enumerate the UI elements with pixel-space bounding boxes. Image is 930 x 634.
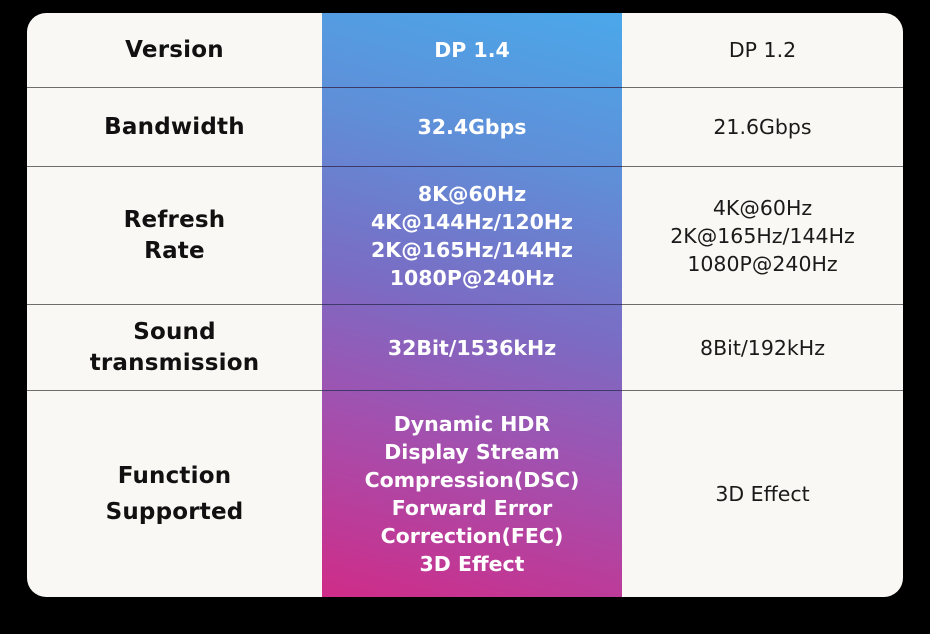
table-row-version: Version DP 1.4 DP 1.2 xyxy=(27,13,903,87)
dp12-value: 3D Effect xyxy=(715,482,810,506)
table-row-bandwidth: Bandwidth 32.4Gbps 21.6Gbps xyxy=(27,88,903,166)
dp12-value: DP 1.2 xyxy=(728,38,797,62)
dp14-value: 8K@60Hz 4K@144Hz/120Hz 2K@165Hz/144Hz 1080P… xyxy=(371,181,573,290)
dp14-highlight-column xyxy=(322,13,622,597)
comparison-table: Version DP 1.4 DP 1.2 Bandwidth 32.4Gbps… xyxy=(27,13,903,597)
table-row-function-supported: Function Supported Dynamic HDR Display Str… xyxy=(27,391,903,597)
row-divider xyxy=(27,166,903,167)
row-divider xyxy=(27,390,903,391)
table-row-sound-transmission: Sound transmission 32Bit/1536kHz 8Bit/192… xyxy=(27,305,903,390)
row-divider xyxy=(27,87,903,88)
dp14-value: Dynamic HDR Display Stream Compression(DSC… xyxy=(364,412,580,576)
dp12-value: 8Bit/192kHz xyxy=(700,335,825,360)
row-label: Version xyxy=(125,36,224,63)
row-label: Sound transmission xyxy=(89,318,260,376)
dp14-value: DP 1.4 xyxy=(434,38,510,62)
dp12-value: 4K@60Hz 2K@165Hz/144Hz 1080P@240Hz xyxy=(670,195,855,276)
row-label: Bandwidth xyxy=(104,113,245,140)
row-label: Function Supported xyxy=(105,463,244,525)
row-divider xyxy=(27,304,903,305)
row-label: Refresh Rate xyxy=(123,206,226,264)
dp14-value: 32Bit/1536kHz xyxy=(387,335,557,360)
dp12-value: 21.6Gbps xyxy=(713,115,812,139)
table-row-refresh-rate: Refresh Rate 8K@60Hz 4K@144Hz/120Hz 2K@165H… xyxy=(27,167,903,304)
dp14-value: 32.4Gbps xyxy=(417,115,527,139)
